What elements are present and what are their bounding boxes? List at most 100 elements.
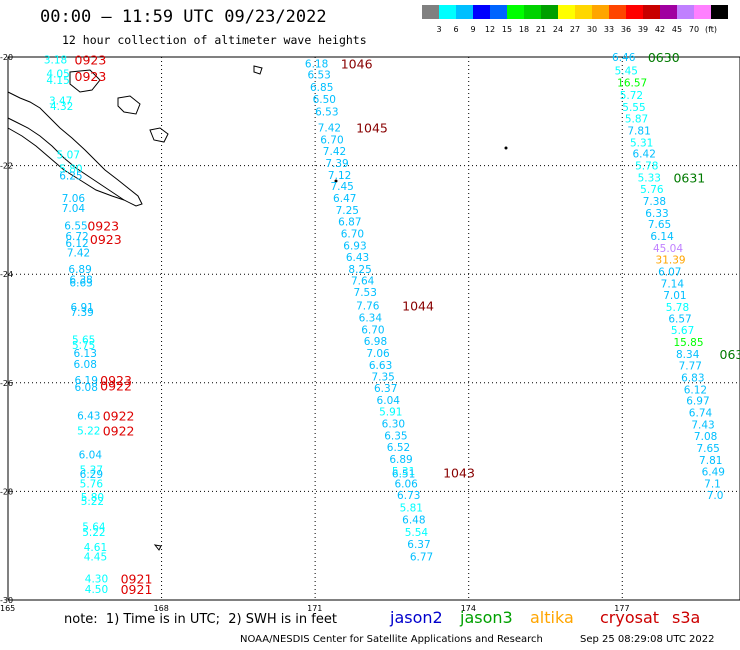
swh-value: 8.34	[676, 349, 700, 361]
swh-value: 5.07	[57, 150, 80, 162]
pass-time-label: 0632	[720, 347, 740, 362]
swh-value: 7.42	[318, 123, 341, 135]
swh-value: 5.67	[671, 325, 694, 337]
colorbar-swatch	[456, 5, 473, 19]
pass-time-label: 0923	[75, 69, 107, 84]
colorbar-swatch	[643, 5, 660, 19]
swh-value: 7.81	[699, 455, 722, 467]
colorbar-label: 9	[470, 25, 476, 34]
swh-value: 6.85	[310, 82, 333, 94]
coastline	[7, 127, 125, 201]
swh-value: 6.93	[343, 240, 366, 252]
swh-value: 5.65	[72, 334, 95, 346]
colorbar-label: 12	[484, 25, 496, 34]
colorbar-swatch	[694, 5, 711, 19]
swh-value: 6.14	[650, 231, 674, 243]
swh-value: 6.06	[394, 478, 418, 490]
swh-value: 7.81	[627, 125, 650, 137]
swh-value: 6.47	[333, 193, 356, 205]
swh-value: 3.47	[49, 95, 72, 107]
colorbar-swatch	[541, 5, 558, 19]
chart-subtitle: 12 hour collection of altimeter wave hei…	[62, 33, 367, 47]
footer-timestamp: Sep 25 08:29:08 UTC 2022	[580, 634, 715, 645]
swh-value: 5.22	[77, 426, 100, 438]
swh-value: 5.80	[59, 163, 82, 175]
swh-value: 6.07	[658, 266, 681, 278]
swh-value: 15.85	[673, 337, 703, 349]
swh-value: 6.35	[384, 430, 407, 442]
swh-value: 6.89	[68, 264, 91, 276]
colorbar-swatch	[660, 5, 677, 19]
swh-value: 7.42	[323, 146, 346, 158]
swh-value: 3.18	[44, 55, 67, 67]
colorbar-swatch	[439, 5, 456, 19]
swh-value: 5.78	[635, 161, 658, 173]
colorbar-label: 15	[501, 25, 513, 34]
swh-value: 5.75	[72, 340, 95, 352]
swh-value: 5.91	[379, 407, 402, 419]
legend-jason2: jason2	[390, 608, 443, 627]
x-tick-label: 165	[0, 604, 15, 613]
swh-value: 8.25	[348, 264, 371, 276]
swh-value: 31.39	[656, 255, 686, 267]
swh-value: 6.37	[374, 383, 397, 395]
colorbar-label: 42	[654, 25, 666, 34]
swh-value: 5.78	[666, 302, 689, 314]
swh-value: 6.42	[633, 149, 656, 161]
swh-value: 7.01	[663, 290, 686, 302]
swh-value: 6.73	[397, 490, 420, 502]
colorbar-label: 39	[637, 25, 649, 34]
colorbar-swatch	[626, 5, 643, 19]
swh-value: 5.64	[82, 522, 106, 534]
swh-value: 5.45	[615, 66, 638, 78]
swh-value: 5.31	[392, 466, 415, 478]
swh-value: 5.22	[81, 496, 104, 508]
swh-value: 6.57	[668, 314, 691, 326]
swh-value: 7.45	[330, 181, 353, 193]
colorbar-swatch	[558, 5, 575, 19]
swh-value: 7.39	[70, 307, 93, 319]
x-tick-label: 174	[461, 604, 476, 613]
coastline	[69, 69, 101, 93]
swh-value: 45.04	[653, 243, 683, 255]
footer-credit: NOAA/NESDIS Center for Satellite Applica…	[240, 634, 543, 645]
swh-value: 7.04	[62, 203, 86, 215]
swh-value: 6.38	[69, 275, 92, 287]
swh-value: 6.89	[389, 454, 412, 466]
swh-value: 6.83	[681, 372, 704, 384]
colorbar-label: 6	[453, 25, 459, 34]
swh-value: 6.33	[645, 208, 668, 220]
colorbar-swatch	[677, 5, 694, 19]
y-tick-label: -30	[0, 596, 13, 605]
swh-value: 7.14	[661, 278, 685, 290]
footer-note: note: 1) Time is in UTC; 2) SWH is in fe…	[64, 612, 337, 627]
colorbar-label: (ft)	[704, 25, 718, 34]
swh-value: 6.43	[77, 410, 100, 422]
pass-time-label: 0923	[90, 232, 122, 247]
swh-value: 6.12	[684, 384, 707, 396]
swh-value: 7.25	[336, 205, 359, 217]
swh-value: 5.37	[80, 465, 103, 477]
swh-value: 6.51	[392, 468, 415, 480]
colorbar-swatch	[473, 5, 490, 19]
legend-cryosat: cryosat	[600, 608, 660, 627]
coastline	[117, 95, 141, 115]
colorbar-swatch	[575, 5, 592, 19]
colorbar-label: 27	[569, 25, 581, 34]
swh-value: 6.43	[346, 252, 369, 264]
pass-time-label: 0921	[121, 571, 153, 586]
swh-value: 7.65	[696, 443, 719, 455]
swh-value: 6.50	[313, 94, 336, 106]
swh-value: 7.06	[62, 193, 86, 205]
colorbar-label: 70	[688, 25, 700, 34]
swh-value: 6.12	[65, 238, 88, 250]
pass-time-label: 1044	[402, 299, 434, 314]
pass-time-label: 0922	[103, 408, 135, 423]
swh-value: 6.74	[689, 408, 713, 420]
colorbar-swatch	[609, 5, 626, 19]
colorbar-label: 30	[586, 25, 598, 34]
pass-time-label: 1046	[341, 57, 373, 72]
coastline	[153, 544, 162, 551]
